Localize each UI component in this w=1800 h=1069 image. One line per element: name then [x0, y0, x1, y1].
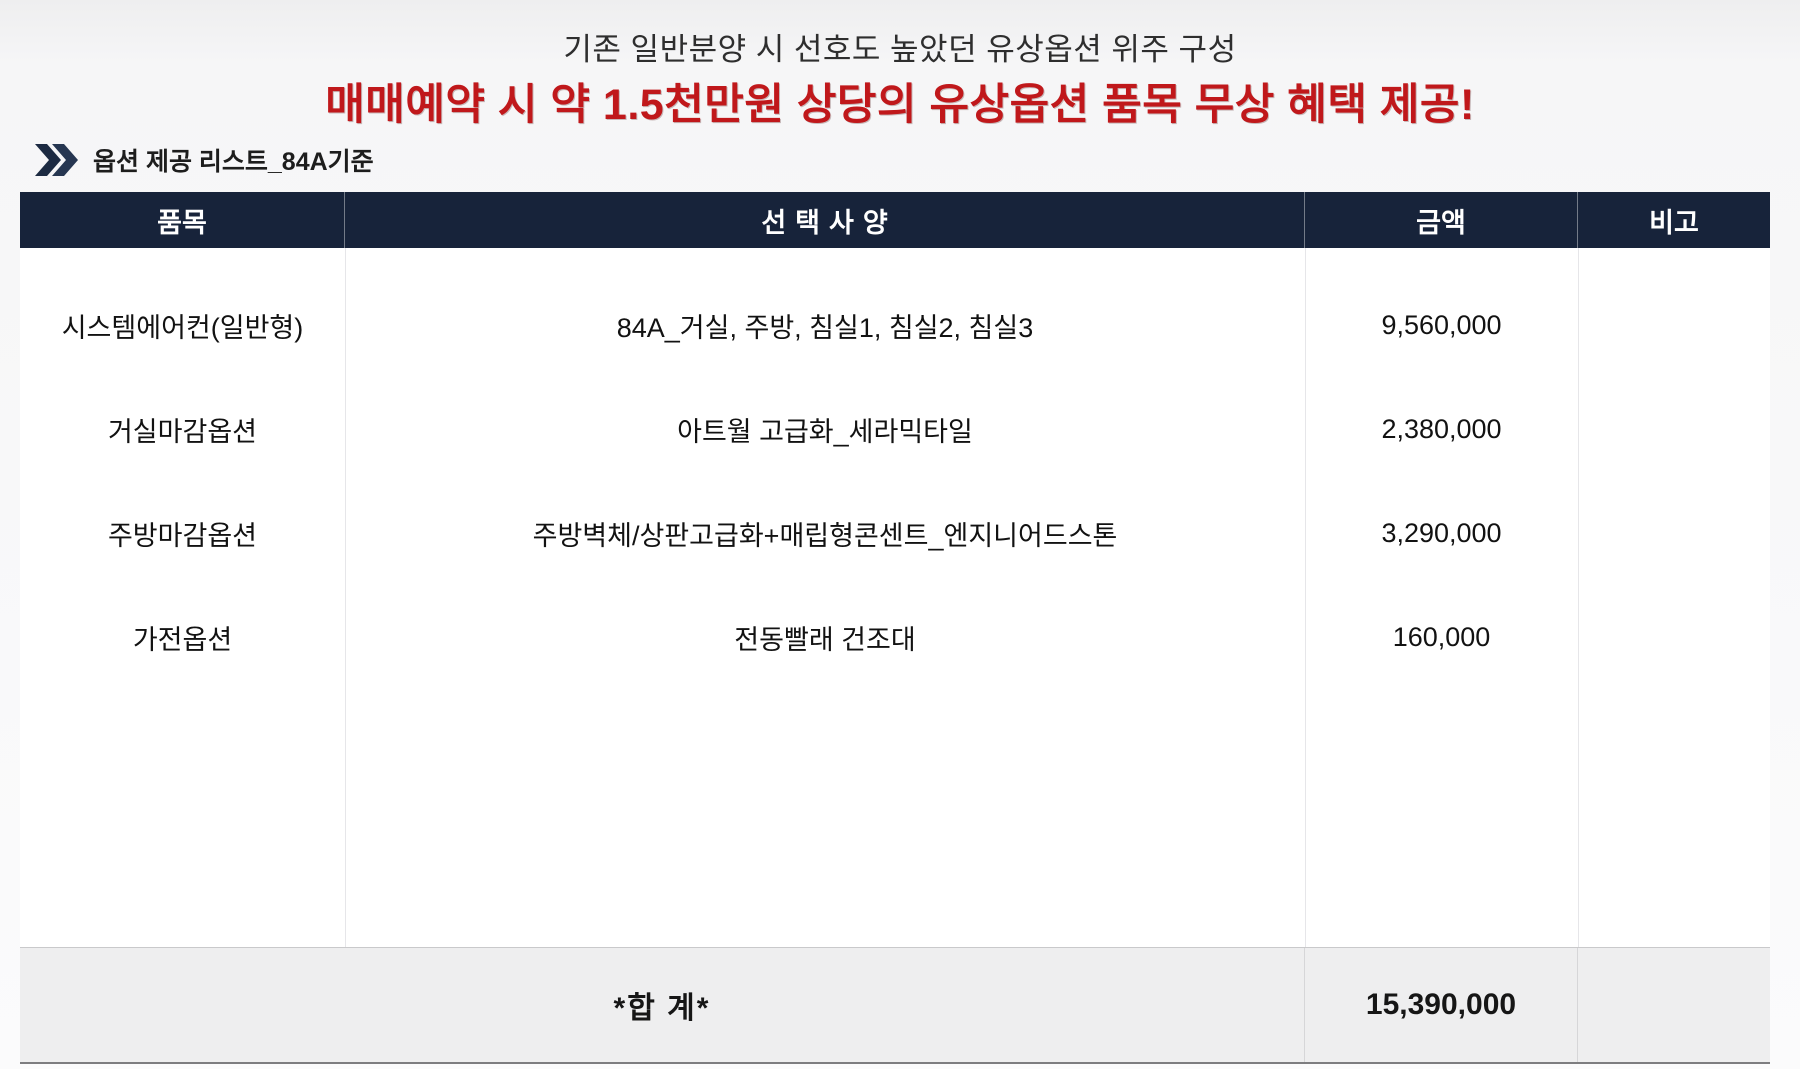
spec-cell: 전동빨래 건조대 — [734, 624, 916, 655]
total-note-cell — [1578, 948, 1770, 1062]
note-cell — [1578, 273, 1770, 377]
page-headline: 매매예약 시 약 1.5천만원 상당의 유상옵션 품목 무상 혜택 제공! — [325, 81, 1475, 129]
col-header-spec: 선택사양 — [345, 192, 1305, 248]
item-cell: 시스템에어컨(일반형) — [61, 312, 304, 343]
note-cell — [1578, 481, 1770, 585]
item-cell: 가전옵션 — [132, 624, 233, 655]
item-cell: 거실마감옵션 — [107, 416, 258, 447]
section-label: 옵션 제공 리스트_84A기준 — [93, 148, 374, 176]
table-row: 시스템에어컨(일반형) 84A_거실, 주방, 침실1, 침실2, 침실3 9,… — [20, 273, 1770, 377]
options-table: 품목 선택사양 금액 비고 시스템에어컨(일반형) 84A_거실, 주방, 침실… — [20, 192, 1770, 1064]
total-label-cell: *합 계* — [20, 948, 1305, 1062]
col-header-item: 품목 — [20, 192, 345, 248]
spec-cell: 84A_거실, 주방, 침실1, 침실2, 침실3 — [616, 312, 1034, 343]
column-divider — [345, 248, 346, 947]
section-header: 옵션 제공 리스트_84A기준 — [35, 140, 374, 180]
table-footer-row: *합 계* 15,390,000 — [20, 947, 1770, 1064]
table-row: 주방마감옵션 주방벽체/상판고급화+매립형콘센트_엔지니어드스톤 3,290,0… — [20, 481, 1770, 585]
total-price-cell: 15,390,000 — [1305, 948, 1578, 1062]
note-cell — [1578, 377, 1770, 481]
table-row: 거실마감옵션 아트월 고급화_세라믹타일 2,380,000 — [20, 377, 1770, 481]
price-cell: 2,380,000 — [1381, 413, 1502, 444]
column-divider — [1578, 248, 1579, 947]
spec-cell: 아트월 고급화_세라믹타일 — [677, 416, 973, 447]
table-body: 시스템에어컨(일반형) 84A_거실, 주방, 침실1, 침실2, 침실3 9,… — [20, 248, 1770, 947]
price-cell: 160,000 — [1392, 621, 1491, 652]
item-cell: 주방마감옵션 — [107, 520, 258, 551]
col-header-price: 금액 — [1305, 192, 1578, 248]
table-header-row: 품목 선택사양 금액 비고 — [20, 192, 1770, 248]
page-subtitle: 기존 일반분양 시 선호도 높았던 유상옵션 위주 구성 — [563, 32, 1237, 67]
price-cell: 9,560,000 — [1381, 309, 1502, 340]
note-cell — [1578, 585, 1770, 689]
double-chevron-icon — [35, 144, 78, 176]
table-row: 가전옵션 전동빨래 건조대 160,000 — [20, 585, 1770, 689]
spec-cell: 주방벽체/상판고급화+매립형콘센트_엔지니어드스톤 — [532, 520, 1118, 551]
column-divider — [1305, 248, 1306, 947]
col-header-note: 비고 — [1649, 207, 1699, 238]
price-cell: 3,290,000 — [1381, 517, 1502, 548]
